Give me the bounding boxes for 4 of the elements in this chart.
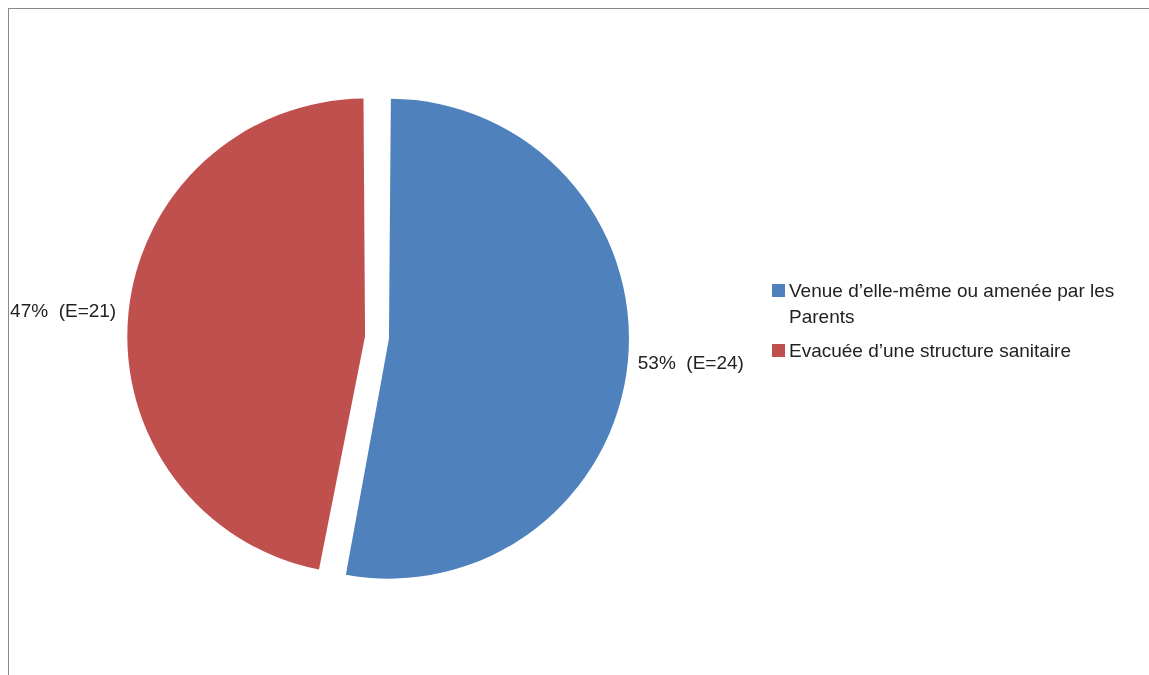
data-label: 53% (E=24) — [637, 351, 744, 373]
legend-label: Evacuée d’une structure sanitaire — [789, 339, 1071, 363]
legend-label: Venue d’elle-même ou amenée par les Parents — [789, 279, 1116, 329]
data-label: 47% (E=21) — [10, 299, 117, 321]
